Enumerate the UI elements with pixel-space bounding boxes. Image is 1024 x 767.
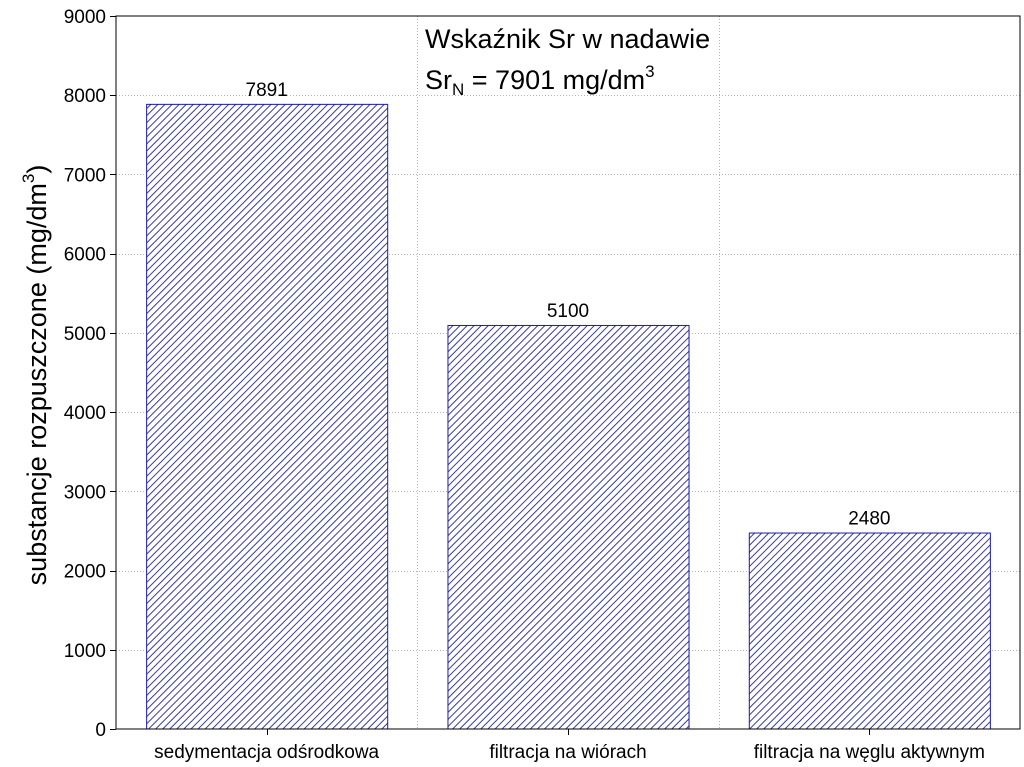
bar-value-label: 2480 [848,509,890,530]
y-tick-label: 2000 [64,562,106,583]
y-tick-label: 9000 [64,7,106,28]
x-tick-label: filtracja na węglu aktywnym [754,742,985,763]
y-axis-label: substancje rozpuszczone (mg/dm3) [19,165,52,586]
bar [748,532,991,730]
data-labels: 7891 5100 2480 [246,80,891,530]
bar-value-label: 5100 [547,301,589,322]
x-tick-label: filtracja na wiórach [489,742,646,763]
x-axis: sedymentacja odśrodkowa filtracja na wiór… [154,729,985,763]
y-tick-label: 1000 [64,641,106,662]
annotation-line-2: SrN = 7901 mg/dm3 [425,62,655,99]
y-axis: 0 1000 2000 3000 4000 5000 6000 7000 8000 9000 [64,7,116,741]
annotation-line-1: Wskaźnik Sr w nadawie [425,24,710,54]
bar-value-label: 7891 [246,80,288,101]
bar [146,103,389,730]
y-tick-label: 0 [95,720,106,741]
y-tick-label: 5000 [64,324,106,345]
x-tick-label: sedymentacja odśrodkowa [154,742,379,763]
y-tick-label: 7000 [64,165,106,186]
y-tick-label: 4000 [64,403,106,424]
y-tick-label: 6000 [64,245,106,266]
y-tick-label: 3000 [64,482,106,503]
bars [146,103,991,730]
y-tick-label: 8000 [64,86,106,107]
bar [447,324,690,730]
